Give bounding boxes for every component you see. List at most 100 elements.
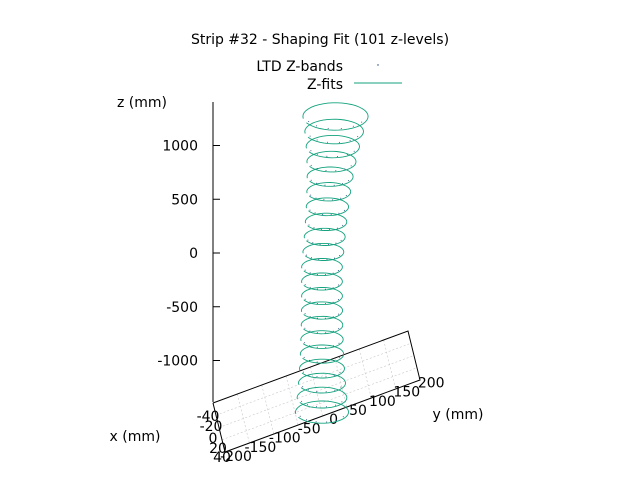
ltd-z-band-point	[333, 345, 334, 347]
ltd-z-band-point	[310, 150, 312, 152]
ltd-z-band-point	[316, 391, 318, 393]
z-fit-curve	[296, 386, 348, 409]
ltd-z-band-point	[336, 227, 338, 229]
y-tick-label: -150	[245, 440, 277, 456]
ltd-z-band-point	[304, 298, 306, 300]
ltd-z-band-point	[313, 227, 315, 229]
ltd-z-band-point	[309, 286, 311, 288]
z-fit-curve	[300, 330, 344, 349]
ltd-z-band-point	[308, 359, 310, 361]
ltd-z-band-point	[338, 328, 340, 330]
ltd-z-band-point	[320, 228, 322, 230]
ltd-z-band-point	[316, 274, 318, 275]
ltd-z-band-point	[338, 141, 340, 143]
x-tick-label: 40	[213, 450, 231, 466]
ltd-z-band-point	[309, 272, 311, 274]
z-fit-curve	[301, 287, 343, 306]
z-tick-label: 1000	[162, 139, 198, 155]
x-tick-label: -40	[197, 409, 220, 425]
ltd-z-band-point	[325, 346, 327, 348]
ltd-z-band-point	[316, 317, 318, 319]
ltd-z-band-point	[309, 135, 311, 137]
ltd-z-band-point	[309, 301, 311, 303]
base-grid-line	[261, 384, 275, 435]
x-tick-label: -20	[200, 419, 223, 435]
ltd-z-band-point	[326, 421, 328, 423]
ltd-z-band-point	[334, 389, 336, 391]
ltd-z-band-point	[332, 330, 334, 332]
ltd-z-band-point	[304, 269, 306, 271]
ltd-z-band-point	[326, 259, 328, 260]
ltd-z-band-point	[348, 180, 350, 182]
legend: LTD Z-bands Z-fits	[256, 59, 402, 93]
base-plane-edge	[212, 402, 226, 453]
x-tick-label: 0	[209, 431, 218, 447]
ltd-z-band-point	[342, 416, 344, 418]
ltd-z-band-point	[325, 288, 327, 290]
ltd-z-band-point	[337, 156, 339, 157]
z-fit-curve	[300, 315, 344, 335]
ltd-z-band-point	[322, 214, 324, 215]
ltd-z-band-point	[343, 209, 345, 211]
base-grid-line	[218, 355, 415, 428]
ltd-z-band-point	[307, 239, 309, 241]
ltd-z-band-point	[332, 316, 334, 318]
z-tick-label: -1000	[157, 354, 198, 370]
ltd-z-band-point	[316, 153, 318, 155]
z-fit-curve	[306, 182, 352, 202]
y-tick-label: -100	[269, 431, 301, 447]
ltd-z-band-point	[335, 242, 337, 244]
ltd-z-band-point	[339, 255, 341, 256]
ltd-z-band-point	[312, 242, 314, 244]
z-axis-label: z (mm)	[117, 95, 167, 111]
ltd-z-band-point	[306, 254, 308, 256]
ltd-z-band-point	[332, 301, 334, 303]
ltd-z-band-point	[302, 386, 304, 388]
ltd-z-band-point	[307, 404, 309, 406]
ltd-z-band-point	[316, 376, 318, 378]
base-grid-line	[215, 342, 412, 416]
ltd-z-band-point	[335, 419, 337, 421]
ltd-z-band-point	[342, 183, 344, 185]
ltd-z-band-point	[325, 406, 327, 408]
ltd-z-band-point	[333, 184, 335, 186]
ltd-z-band-point	[327, 127, 329, 129]
ltd-z-band-point	[337, 299, 339, 300]
ltd-z-band-point	[337, 270, 339, 271]
y-tick-label: -50	[298, 421, 321, 437]
ltd-z-band-point	[314, 212, 316, 214]
z-fit-curve	[299, 344, 345, 364]
ltd-z-band-point	[325, 361, 327, 363]
ltd-z-band-point	[325, 170, 327, 172]
ltd-z-band-point	[340, 386, 342, 388]
ltd-z-band-point	[335, 404, 336, 406]
ltd-z-band-point	[318, 258, 320, 260]
ltd-z-band-point	[325, 332, 327, 334]
z-fit-curve	[305, 197, 350, 217]
ltd-z-band-point	[306, 419, 308, 421]
ltd-z-band-point	[304, 327, 306, 329]
base-plane-edge	[212, 330, 421, 453]
ltd-z-band-point	[309, 345, 311, 347]
ltd-z-band-point	[339, 371, 341, 373]
y-tick-label: 150	[393, 385, 420, 401]
z-fit-curve	[300, 301, 344, 320]
ltd-z-band-point	[309, 209, 311, 211]
z-ticks: 1000 500 0 -500 -1000	[157, 139, 220, 370]
base-grid-line	[358, 348, 372, 399]
ltd-z-band-point	[327, 141, 329, 143]
ltd-z-band-point	[335, 170, 337, 172]
ltd-z-band-point	[304, 342, 306, 344]
z-fit-curve	[302, 242, 345, 261]
ltd-z-band-point	[340, 197, 342, 199]
ltd-z-band-point	[325, 317, 327, 319]
legend-entry-ltd-z-bands: LTD Z-bands	[256, 59, 343, 75]
ltd-z-band-point	[333, 360, 335, 362]
ltd-z-band-point	[309, 316, 311, 317]
legend-entry-z-fits: Z-fits	[307, 77, 343, 93]
z-fit-curve	[299, 358, 345, 379]
ltd-z-band-point	[308, 121, 310, 122]
ltd-z-band-point	[323, 199, 325, 201]
ltd-z-band-point	[332, 287, 334, 289]
